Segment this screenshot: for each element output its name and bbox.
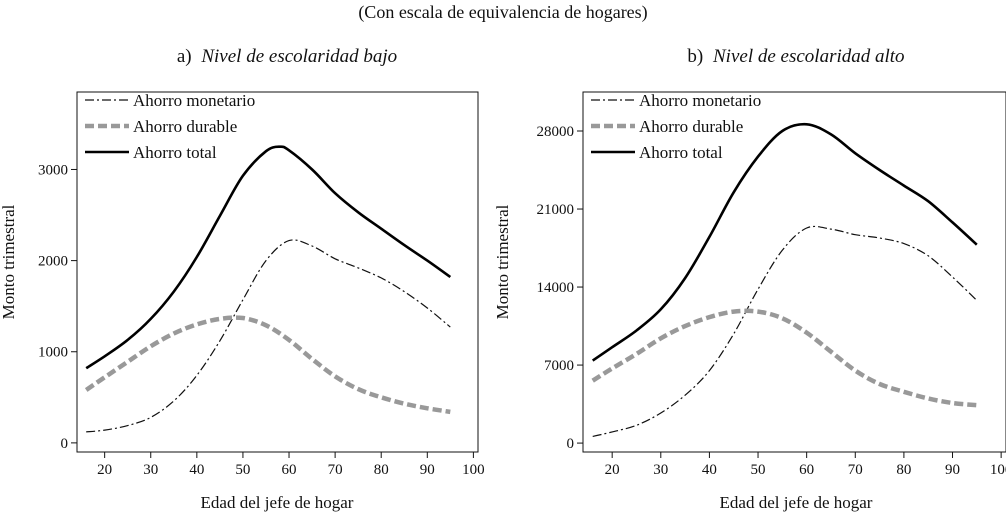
panel-b-plot-frame [582,91,1006,453]
panel-a-x-tick-label: 100 [462,462,485,478]
panel-a-title-prefix: a) [177,46,192,67]
figure-subtitle: (Con escala de equivalencia de hogares) [358,2,647,23]
panel-b-legend: Ahorro monetario Ahorro durable Ahorro tot… [591,91,761,162]
panel-b-x-tick-label: 80 [896,462,911,478]
panel-b-y-tick-label: 21000 [537,202,575,218]
panel-a-x-ticks: 20 30 40 50 60 70 80 90 100 [97,452,485,478]
panel-a-legend-label-ahorro-monetario: Ahorro monetario [133,91,255,110]
panel-b-x-tick-label: 60 [799,462,814,478]
panel-b-title: b) Nivel de escolaridad alto [687,46,904,67]
panel-a-x-tick-label: 30 [143,462,158,478]
panel-b-line-ahorro-total [591,122,978,362]
panel-a-y-tick-label: 1000 [38,345,68,361]
panel-b-legend-label-ahorro-durable: Ahorro durable [639,117,743,136]
panel-b-x-tick-label: 100 [990,462,1006,478]
panel-a-y-axis-title: Monto trimestral [0,204,18,319]
panel-a-title-text: Nivel de escolaridad bajo [200,46,397,67]
panel-a-x-tick-label: 80 [374,462,389,478]
panel-a-legend-label-ahorro-total: Ahorro total [133,143,217,162]
panel-a-x-tick-label: 20 [97,462,112,478]
panel-b-x-tick-label: 40 [702,462,717,478]
panel-b-series-lines [591,122,978,437]
panel-a-x-tick-label: 70 [328,462,343,478]
panel-b-y-ticks: 0 7000 14000 21000 28000 [537,124,583,452]
panel-b-line-ahorro-monetario [592,225,978,437]
panel-a-y-tick-label: 2000 [38,254,68,270]
panel-a-y-tick-label: 0 [61,436,69,452]
panel-b-y-tick-label: 14000 [537,280,575,296]
panel-a-x-axis-title: Edad del jefe de hogar [201,493,354,512]
panel-a-y-ticks: 0 1000 2000 3000 [38,162,77,452]
panel-a-x-tick-label: 40 [189,462,204,478]
panel-b-legend-label-ahorro-monetario: Ahorro monetario [639,91,761,110]
panel-a-plot-frame [76,91,479,453]
panel-b-x-tick-label: 90 [945,462,960,478]
panel-b-x-ticks: 20 30 40 50 60 70 80 90 100 [605,452,1006,478]
panel-a-title: a) Nivel de escolaridad bajo [177,46,397,67]
panel-a-series-lines [84,145,452,433]
panel-b-x-axis-title: Edad del jefe de hogar [720,493,873,512]
panel-b-title-prefix: b) [687,46,703,67]
panel-b-x-tick-label: 70 [848,462,863,478]
panel-b: b) Nivel de escolaridad alto 20 30 40 50 60 7… [493,46,1006,512]
panel-a-y-tick-label: 3000 [38,162,68,178]
panel-a-x-tick-label: 50 [235,462,250,478]
panel-b-legend-label-ahorro-total: Ahorro total [639,143,723,162]
panel-a-line-ahorro-durable [84,315,451,415]
panel-a-legend: Ahorro monetario Ahorro durable Ahorro tot… [85,91,255,162]
panel-b-x-tick-label: 30 [653,462,668,478]
panel-a-line-ahorro-monetario [86,239,451,433]
panel-b-y-axis-title: Monto trimestral [493,204,512,319]
panel-a-x-tick-label: 90 [420,462,435,478]
panel-b-x-tick-label: 20 [605,462,620,478]
panel-a-legend-label-ahorro-durable: Ahorro durable [133,117,237,136]
panel-a-x-tick-label: 60 [282,462,297,478]
panel-b-line-ahorro-durable [591,308,978,408]
panel-b-y-tick-label: 7000 [544,358,574,374]
panel-b-title-text: Nivel de escolaridad alto [712,46,905,67]
panel-a: a) Nivel de escolaridad bajo 20 30 40 50 60 7… [0,46,485,512]
panel-a-line-ahorro-total [85,145,452,370]
panel-b-x-tick-label: 50 [751,462,766,478]
panel-b-y-tick-label: 28000 [537,124,575,140]
panel-b-y-tick-label: 0 [567,436,575,452]
